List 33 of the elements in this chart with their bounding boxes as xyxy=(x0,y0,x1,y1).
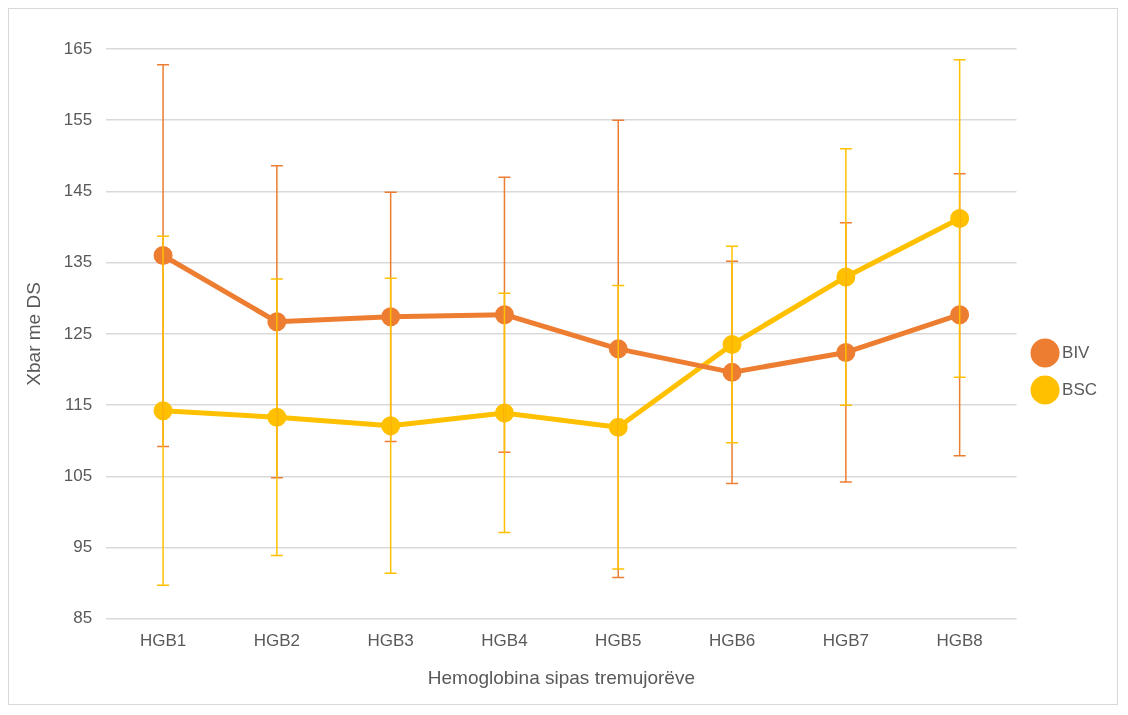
x-tick-label: HGB6 xyxy=(708,630,756,650)
point xyxy=(494,403,514,423)
y-tick-label: 135 xyxy=(63,252,93,272)
x-tick-label: HGB7 xyxy=(822,630,869,650)
point xyxy=(722,335,742,355)
point xyxy=(836,267,856,287)
y-tick-label: 165 xyxy=(63,38,93,58)
x-tick-label: HGB3 xyxy=(367,630,414,650)
point xyxy=(608,339,628,359)
legend-label: BIV xyxy=(1062,342,1091,362)
point xyxy=(381,307,401,327)
y-tick-label: 145 xyxy=(63,181,93,201)
point xyxy=(950,305,970,325)
y-tick-label: 155 xyxy=(63,109,93,129)
point xyxy=(950,209,970,229)
y-tick-label: 125 xyxy=(63,323,93,343)
y-tick-label: 95 xyxy=(73,537,93,557)
legend-label: BSC xyxy=(1062,379,1098,399)
y-tick-label: 115 xyxy=(65,394,93,414)
x-tick-label: HGB4 xyxy=(481,630,528,650)
y-tick-label: 85 xyxy=(73,608,93,628)
x-tick-label: HGB2 xyxy=(253,630,301,650)
x-tick-label: HGB5 xyxy=(595,630,642,650)
x-axis-title: Hemoglobina sipas tremujorëve xyxy=(427,666,695,688)
point xyxy=(494,305,514,325)
point xyxy=(267,407,287,427)
x-tick-label: HGB1 xyxy=(139,630,187,650)
point xyxy=(381,416,401,436)
point xyxy=(153,401,173,421)
x-tick-label: HGB8 xyxy=(936,630,983,650)
y-axis-title: Xbar me DS xyxy=(22,282,44,386)
y-tick-label: 105 xyxy=(63,466,93,486)
point xyxy=(608,417,628,437)
